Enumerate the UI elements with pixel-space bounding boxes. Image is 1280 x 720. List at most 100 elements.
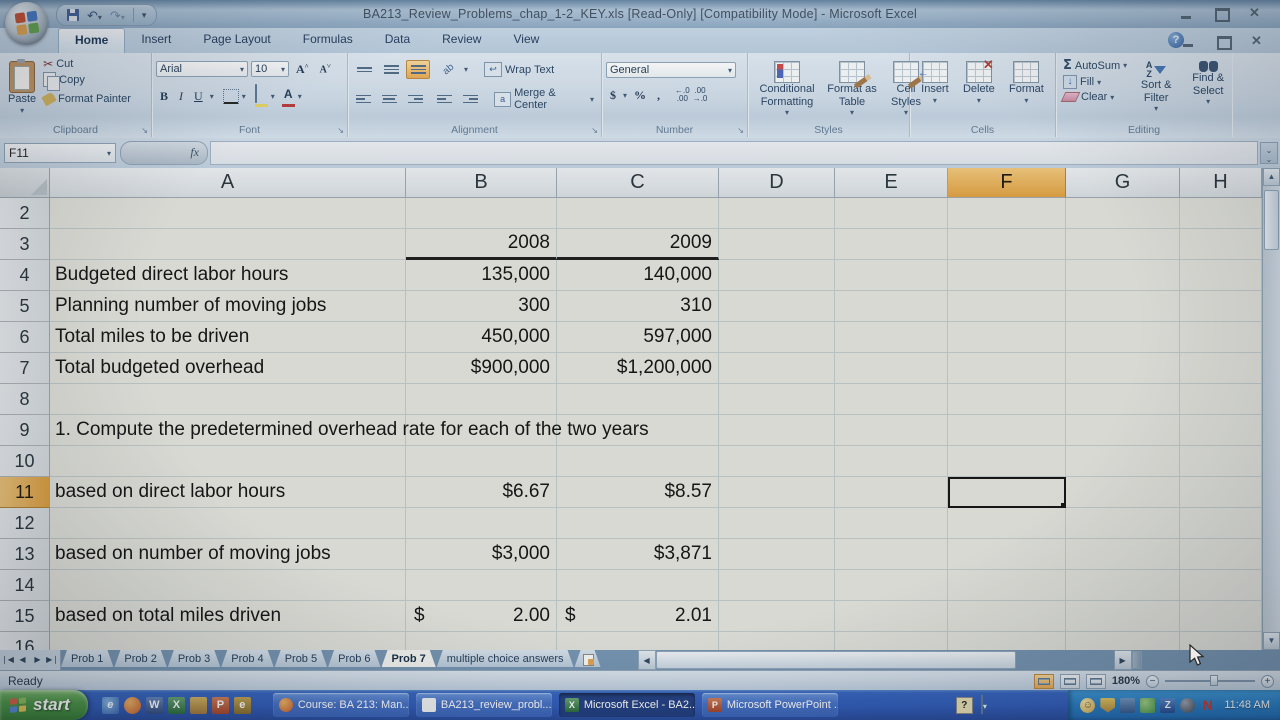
font-color-button[interactable]: A (281, 85, 295, 107)
workbook-close-button[interactable] (1248, 33, 1268, 49)
cell-G10[interactable] (1066, 446, 1180, 477)
scroll-right-icon[interactable]: ▶ (1113, 650, 1132, 670)
ie-quicklaunch-icon[interactable]: e (101, 696, 119, 714)
row-header-13[interactable]: 13 (0, 539, 50, 570)
cell-E11[interactable] (835, 477, 948, 508)
cell-B6[interactable]: 450,000 (406, 322, 557, 353)
vertical-scrollbar[interactable]: ▲ ▼ (1262, 168, 1280, 650)
cell-E9[interactable] (835, 415, 948, 446)
cell-B5[interactable]: 300 (406, 291, 557, 322)
clear-button[interactable]: Clear ▾ (1060, 90, 1130, 104)
orientation-button[interactable]: ab (441, 61, 457, 78)
number-format-select[interactable]: General ▾ (606, 62, 736, 78)
cell-E12[interactable] (835, 508, 948, 539)
horizontal-scroll-track[interactable] (1016, 650, 1114, 670)
cell-G5[interactable] (1066, 291, 1180, 322)
cell-B10[interactable] (406, 446, 557, 477)
align-top-button[interactable] (352, 60, 376, 79)
fill-button[interactable]: ↓ Fill ▾ (1060, 74, 1130, 90)
paste-button[interactable]: Paste ▾ (4, 59, 40, 117)
redo-icon[interactable]: ↷▾ (109, 7, 125, 23)
insert-cells-button[interactable]: ← Insert ▾ (917, 59, 953, 107)
minimize-button[interactable] (1178, 8, 1198, 20)
sheet-tab-prob-3[interactable]: Prob 3 (168, 650, 220, 667)
select-all-corner[interactable] (0, 168, 50, 198)
cell-G4[interactable] (1066, 260, 1180, 291)
find-select-button[interactable]: Find & Select ▾ (1182, 59, 1234, 115)
cell-D15[interactable] (719, 601, 835, 632)
taskbar-button-firefox[interactable]: Course: BA 213: Man... (272, 693, 409, 717)
conditional-formatting-button[interactable]: Conditional Formatting ▾ (752, 59, 822, 119)
normal-view-button[interactable] (1033, 673, 1054, 689)
merge-center-button[interactable]: a Merge & Center ▾ (491, 86, 597, 112)
cell-D13[interactable] (719, 539, 835, 570)
cell-D16[interactable] (719, 632, 835, 650)
cell-C5[interactable]: 310 (557, 291, 719, 322)
cell-H4[interactable] (1180, 260, 1262, 291)
scroll-left-icon[interactable]: ◀ (637, 650, 656, 670)
cell-F12[interactable] (948, 508, 1066, 539)
underline-button[interactable]: U (194, 88, 203, 103)
taskbar-button-excel[interactable]: X Microsoft Excel - BA2... (558, 693, 695, 717)
cell-D9[interactable] (719, 415, 835, 446)
cell-E14[interactable] (835, 570, 948, 601)
cell-F13[interactable] (948, 539, 1066, 570)
cell-F16[interactable] (948, 632, 1066, 650)
vertical-scroll-thumb[interactable] (1264, 190, 1279, 250)
cell-H7[interactable] (1180, 353, 1262, 384)
cell-A11[interactable]: based on direct labor hours (50, 477, 406, 508)
cell-A10[interactable] (50, 446, 406, 477)
shield-tray-icon[interactable] (1100, 697, 1116, 713)
word-quicklaunch-icon[interactable]: W (145, 696, 163, 714)
office-button[interactable] (5, 2, 48, 45)
cell-A9[interactable]: 1. Compute the predetermined overhead ra… (50, 415, 649, 446)
cell-D11[interactable] (719, 477, 835, 508)
cell-D2[interactable] (719, 198, 835, 229)
cell-F11[interactable] (948, 477, 1066, 508)
cell-A7[interactable]: Total budgeted overhead (50, 353, 406, 384)
cell-C16[interactable] (557, 632, 719, 650)
bold-button[interactable]: B (160, 88, 169, 103)
taskbar-button-powerpoint[interactable]: P Microsoft PowerPoint ... (701, 693, 838, 717)
prev-sheet-icon[interactable]: ◀ (19, 655, 26, 664)
increase-indent-button[interactable] (459, 90, 482, 109)
italic-button[interactable]: I (179, 88, 184, 103)
cell-A14[interactable] (50, 570, 406, 601)
sheet-tab-prob-7[interactable]: Prob 7 (382, 650, 436, 667)
row-header-3[interactable]: 3 (0, 229, 50, 260)
sheet-tab-multiple-choice-answers[interactable]: multiple choice answers (437, 650, 574, 667)
copy-button[interactable]: Copy (40, 71, 134, 91)
cell-D8[interactable] (719, 384, 835, 415)
save-icon[interactable] (67, 9, 79, 21)
cell-H11[interactable] (1180, 477, 1262, 508)
cell-H8[interactable] (1180, 384, 1262, 415)
horizontal-scroll-thumb[interactable] (655, 651, 1016, 669)
cell-H16[interactable] (1180, 632, 1262, 650)
taskbar-button-document[interactable]: BA213_review_probl... (415, 693, 552, 717)
zoom-slider-thumb[interactable] (1210, 675, 1218, 686)
cell-B7[interactable]: $900,000 (406, 353, 557, 384)
zoom-slider[interactable] (1165, 675, 1255, 686)
cell-E15[interactable] (835, 601, 948, 632)
cell-F9[interactable] (948, 415, 1066, 446)
cell-D7[interactable] (719, 353, 835, 384)
tab-view[interactable]: View (513, 32, 540, 46)
cell-E4[interactable] (835, 260, 948, 291)
cell-H10[interactable] (1180, 446, 1262, 477)
page-layout-view-button[interactable] (1059, 673, 1080, 689)
cell-E16[interactable] (835, 632, 948, 650)
zoom-out-icon[interactable]: − (1146, 674, 1159, 688)
number-dialog-launcher-icon[interactable]: ↘ (737, 126, 744, 135)
cell-C2[interactable] (557, 198, 719, 229)
workbook-minimize-button[interactable] (1180, 36, 1200, 48)
increase-decimal-button[interactable]: ←.0.00 (675, 86, 690, 104)
firefox-quicklaunch-icon[interactable] (123, 696, 141, 714)
cell-A6[interactable]: Total miles to be driven (50, 322, 406, 353)
row-header-15[interactable]: 15 (0, 601, 50, 632)
clock-app-tray-icon[interactable] (1180, 697, 1196, 713)
row-header-8[interactable]: 8 (0, 384, 50, 415)
wrap-text-button[interactable]: ↩ Wrap Text (481, 61, 557, 78)
column-header-H[interactable]: H (1180, 168, 1262, 198)
cell-E2[interactable] (835, 198, 948, 229)
cell-H6[interactable] (1180, 322, 1262, 353)
